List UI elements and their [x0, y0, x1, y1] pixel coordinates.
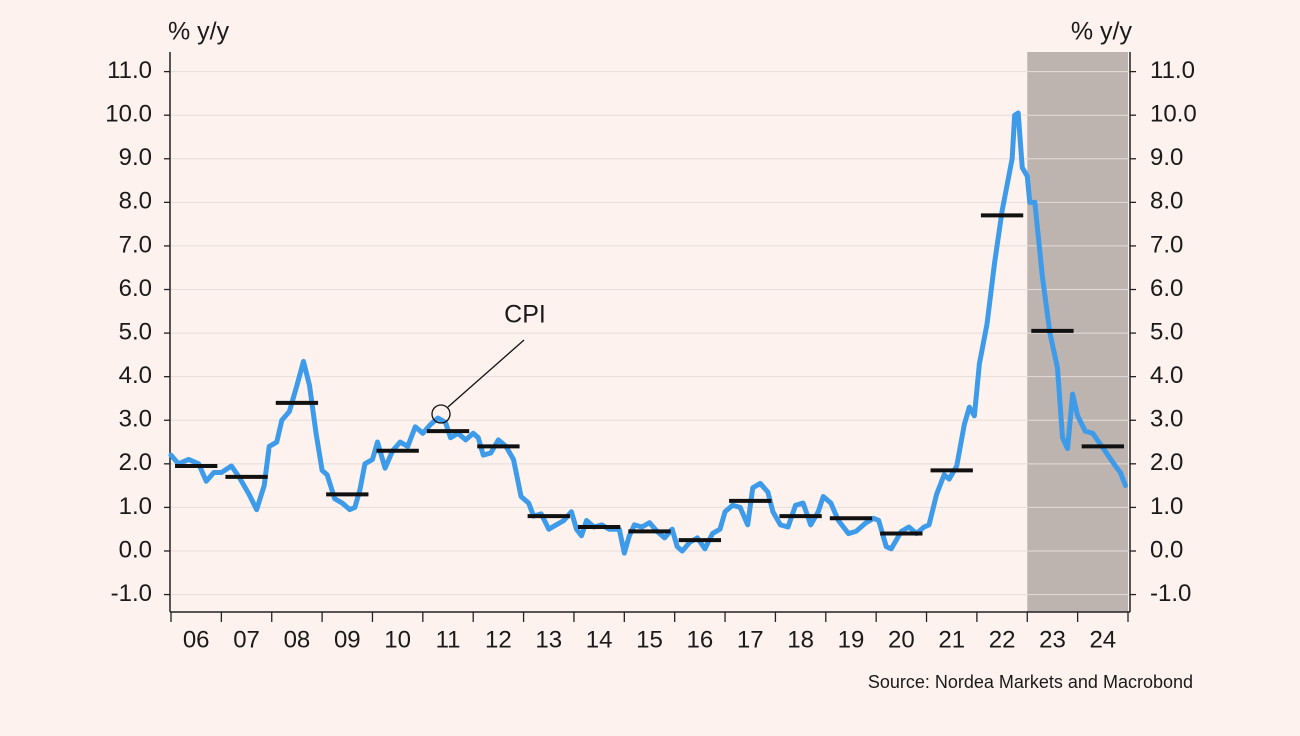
y-tick-label: 8.0 [119, 188, 152, 215]
y2-tick-label: 6.0 [1150, 275, 1183, 302]
source: Source: Nordea Markets and Macrobond [868, 672, 1193, 692]
x-tick-label: 16 [687, 626, 714, 653]
x-tick-label: 14 [586, 626, 613, 653]
y2-tick-label: 3.0 [1150, 406, 1183, 433]
y2-tick-label: 7.0 [1150, 231, 1183, 258]
y-tick-label: 2.0 [119, 449, 152, 476]
y-tick-label: 6.0 [119, 275, 152, 302]
y-tick-label: 10.0 [105, 101, 152, 128]
y-tick-label: 0.0 [119, 536, 152, 563]
x-tick-label: 12 [485, 626, 512, 653]
y-axis-label: % y/y [168, 18, 230, 46]
x-tick-label: 09 [334, 626, 361, 653]
y-tick-label: 7.0 [119, 231, 152, 258]
y-tick-label: 4.0 [119, 362, 152, 389]
y2-tick-label: 9.0 [1150, 144, 1183, 171]
x-tick-label: 15 [636, 626, 663, 653]
y-tick-label: 3.0 [119, 406, 152, 433]
annotation-circle [431, 404, 451, 424]
y-tick-label: -1.0 [111, 580, 152, 607]
y2-tick-label: 5.0 [1150, 318, 1183, 345]
x-tick-label: 20 [888, 626, 915, 653]
background-layer [170, 52, 1130, 612]
y-tick-label: 5.0 [119, 318, 152, 345]
y-tick-label: 9.0 [119, 144, 152, 171]
x-tick-label: 08 [284, 626, 311, 653]
x-tick-label: 23 [1039, 626, 1066, 653]
cpi-line [168, 110, 1128, 556]
y2-tick-label: 11.0 [1150, 57, 1195, 84]
x-tick-label: 11 [436, 626, 461, 653]
y2-tick-label: 8.0 [1150, 188, 1183, 215]
y2-axis-label: % y/y [1071, 18, 1133, 46]
y-tick-label: 1.0 [119, 493, 152, 520]
y-tick-label: 11.0 [107, 57, 152, 84]
y2-tick-label: 4.0 [1150, 362, 1183, 389]
y2-tick-label: 1.0 [1150, 493, 1183, 520]
y2-tick-label: 2.0 [1150, 449, 1183, 476]
x-tick-label: 21 [938, 626, 965, 653]
annotation-label: CPI [504, 301, 546, 329]
y2-tick-label: 0.0 [1150, 536, 1183, 563]
y2-tick-label: 10.0 [1150, 101, 1197, 128]
x-tick-label: 18 [787, 626, 814, 653]
x-tick-label: 13 [535, 626, 562, 653]
x-tick-label: 07 [233, 626, 260, 653]
annotation-leader [447, 339, 525, 408]
x-tick-label: 17 [737, 626, 764, 653]
x-tick-label: 24 [1089, 626, 1116, 653]
x-tick-label: 06 [183, 626, 210, 653]
x-tick-label: 22 [989, 626, 1016, 653]
y2-tick-label: -1.0 [1150, 580, 1191, 607]
x-tick-label: 10 [384, 626, 411, 653]
x-tick-label: 19 [838, 626, 865, 653]
